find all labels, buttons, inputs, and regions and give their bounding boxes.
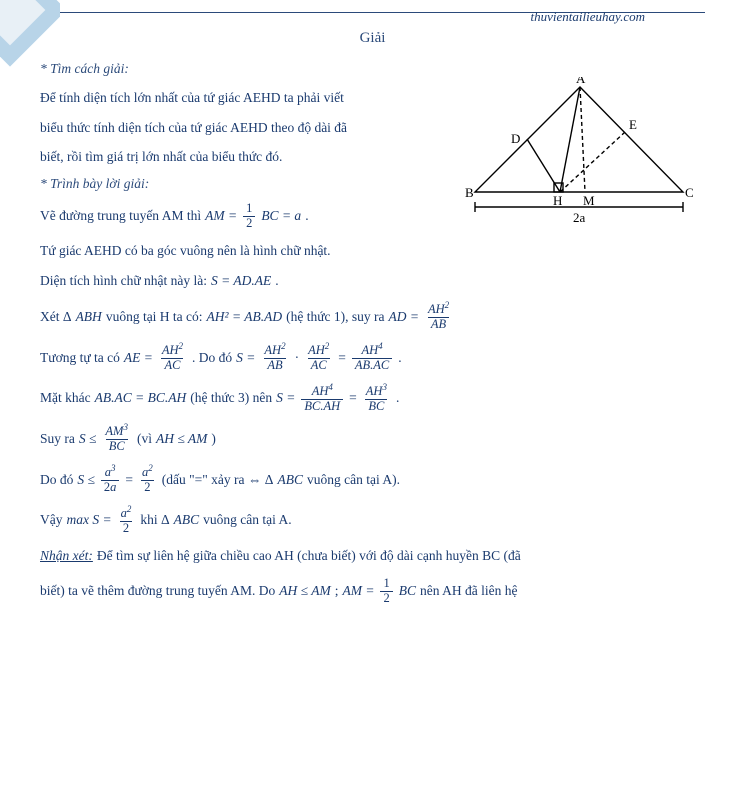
- tri-abh: ABH: [76, 306, 102, 328]
- math-sle2: S ≤: [77, 469, 95, 491]
- line-dodo: Do đó S ≤ a32a = a22 (dấu "=" xảy ra ⇔ Δ…: [40, 464, 705, 495]
- eq: =: [338, 347, 346, 369]
- para-1: Để tính diện tích lớn nhất của tứ giác A…: [40, 87, 440, 109]
- text: nên AH đã liên hệ: [420, 580, 517, 602]
- math-s: S = AD.AE: [211, 270, 271, 292]
- math-ah2: AH² = AB.AD: [207, 306, 283, 328]
- frac-half2: 12: [380, 577, 392, 606]
- triangle-diagram: A B C H M D E 2a: [465, 77, 695, 237]
- line-remark1: Nhận xét: Để tìm sự liên hệ giữa chiều c…: [40, 545, 705, 567]
- frac-s1: AH2AB: [261, 342, 288, 373]
- math-ae-eq: AE =: [124, 347, 153, 369]
- para-2: biểu thức tính diện tích của tứ giác AEH…: [40, 117, 440, 139]
- text: .: [396, 387, 399, 409]
- line-area: Diện tích hình chữ nhật này là: S = AD.A…: [40, 270, 705, 292]
- text: khi Δ: [140, 509, 169, 531]
- frac-s3: AH4AB.AC: [352, 342, 392, 373]
- line-abh: Xét Δ ABH vuông tại H ta có: AH² = AB.AD…: [40, 301, 705, 332]
- text: biết) ta vẽ thêm đường trung tuyến AM. D…: [40, 580, 275, 602]
- eq: =: [349, 387, 357, 409]
- text: .: [275, 270, 278, 292]
- line-median: Vẽ đường trung tuyến AM thì AM = 12 BC =…: [40, 202, 440, 231]
- line-other: Mặt khác AB.AC = BC.AH (hệ thức 3) nên S…: [40, 383, 705, 414]
- text: ;: [335, 580, 339, 602]
- dot: ·: [295, 347, 300, 369]
- frac-o1: AH4BC.AH: [301, 383, 343, 414]
- svg-text:B: B: [465, 185, 474, 200]
- math-abac: AB.AC = BC.AH: [95, 387, 187, 409]
- math-bc: BC: [399, 580, 416, 602]
- tri-abc2: ABC: [174, 509, 200, 531]
- line-ae: Tương tự ta có AE = AH2AC . Do đó S = AH…: [40, 342, 705, 373]
- text: Mặt khác: [40, 387, 91, 409]
- text: Do đó: [40, 469, 73, 491]
- math-am-eq2: AM =: [342, 580, 374, 602]
- approach-block: Để tính diện tích lớn nhất của tứ giác A…: [40, 87, 705, 230]
- math-ad-eq: AD =: [389, 306, 419, 328]
- eq: =: [125, 469, 133, 491]
- math-ahle2: AH ≤ AM: [279, 580, 330, 602]
- site-url: thuvientailieuhay.com: [531, 9, 645, 25]
- line-vay: Vậy max S = a22 khi Δ ABC vuông cân tại …: [40, 505, 705, 536]
- tri-abc: ABC: [277, 469, 303, 491]
- text: Để tìm sự liên hệ giữa chiều cao AH (chư…: [97, 545, 521, 567]
- frac-max: a22: [118, 505, 135, 536]
- math-s-eq: S =: [236, 347, 255, 369]
- text: .: [398, 347, 401, 369]
- header-rule: thuvientailieuhay.com: [60, 12, 705, 13]
- section-approach: * Tìm cách giải:: [40, 61, 705, 77]
- frac-s2: AH2AC: [305, 342, 332, 373]
- frac-a2: a22: [139, 464, 156, 495]
- text: ): [211, 428, 216, 450]
- math-bc-a: BC = a: [261, 205, 301, 227]
- text: Xét Δ: [40, 306, 72, 328]
- frac-a3: a32a: [101, 464, 120, 495]
- text: (hệ thức 1), suy ra: [286, 306, 384, 328]
- text: (vì: [137, 428, 152, 450]
- svg-text:A: A: [576, 77, 586, 86]
- text: (hệ thức 3) nên: [190, 387, 272, 409]
- frac-half: 12: [243, 202, 255, 231]
- frac-ad: AH2AB: [425, 301, 452, 332]
- line-suyra: Suy ra S ≤ AM3BC (vì AH ≤ AM ): [40, 423, 705, 454]
- text: Vậy: [40, 509, 63, 531]
- text: vuông cân tại A.: [203, 509, 291, 531]
- math-s-eq2: S =: [276, 387, 295, 409]
- text: Suy ra: [40, 428, 75, 450]
- para-3: biết, rồi tìm giá trị lớn nhất của biểu …: [40, 146, 440, 168]
- text: Diện tích hình chữ nhật này là:: [40, 270, 207, 292]
- solution-title: Giải: [40, 30, 705, 47]
- text: (dấu "=" xảy ra ⇔ Δ: [162, 469, 274, 491]
- line-remark2: biết) ta vẽ thêm đường trung tuyến AM. D…: [40, 577, 705, 606]
- remark-label: Nhận xét:: [40, 545, 93, 567]
- text: Tương tự ta có: [40, 347, 120, 369]
- math-ahle: AH ≤ AM: [156, 428, 207, 450]
- svg-text:E: E: [629, 117, 637, 132]
- text: vuông cân tại A).: [307, 469, 400, 491]
- text: . Do đó: [192, 347, 232, 369]
- math-am-eq: AM =: [205, 205, 237, 227]
- frac-ae: AH2AC: [159, 342, 186, 373]
- svg-text:D: D: [511, 131, 520, 146]
- svg-text:M: M: [583, 193, 595, 208]
- page-content: Giải * Tìm cách giải: Để tính diện tích …: [40, 30, 705, 616]
- text: .: [305, 205, 308, 227]
- math-max: max S =: [67, 509, 112, 531]
- math-sle: S ≤: [79, 428, 97, 450]
- svg-text:H: H: [553, 193, 562, 208]
- frac-o2: AH3BC: [363, 383, 390, 414]
- frac-am3: AM3BC: [102, 423, 131, 454]
- svg-text:C: C: [685, 185, 694, 200]
- text: Vẽ đường trung tuyến AM thì: [40, 205, 201, 227]
- line-rect: Tứ giác AEHD có ba góc vuông nên là hình…: [40, 240, 705, 262]
- text: vuông tại H ta có:: [106, 306, 203, 328]
- section-solution: * Trình bày lời giải:: [40, 176, 440, 192]
- svg-text:2a: 2a: [573, 210, 586, 225]
